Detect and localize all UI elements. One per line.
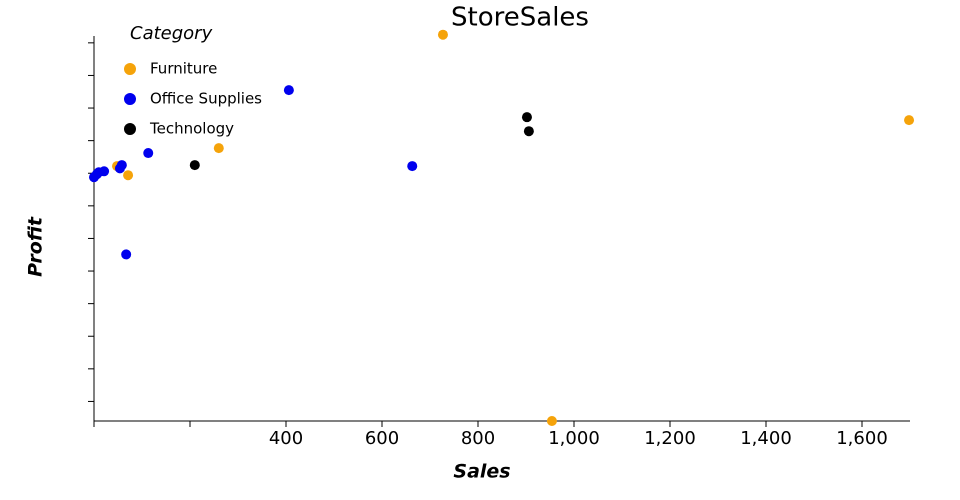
point bbox=[407, 161, 418, 172]
x-tick-label: 1,200 bbox=[644, 428, 696, 449]
x-tick-label: 400 bbox=[269, 428, 303, 449]
point bbox=[121, 249, 132, 260]
chart-title: StoreSales bbox=[451, 3, 589, 33]
point bbox=[904, 115, 915, 126]
point bbox=[189, 160, 200, 171]
x-axis-label: Sales bbox=[453, 461, 510, 483]
point bbox=[523, 126, 534, 137]
y-axis-label: Profit bbox=[25, 216, 47, 277]
point bbox=[213, 143, 224, 154]
legend-label: Furniture bbox=[150, 60, 217, 78]
legend-title: Category bbox=[130, 23, 213, 44]
legend-marker bbox=[124, 63, 136, 75]
legend-marker bbox=[124, 93, 136, 105]
x-tick-label: 600 bbox=[365, 428, 399, 449]
point bbox=[283, 85, 294, 96]
legend-marker bbox=[124, 123, 136, 135]
point bbox=[91, 169, 102, 180]
point bbox=[521, 112, 532, 123]
x-tick-label: 1,400 bbox=[740, 428, 792, 449]
legend-label: Technology bbox=[149, 120, 234, 138]
x-tick-label: 1,600 bbox=[836, 428, 888, 449]
x-tick-label: 800 bbox=[461, 428, 495, 449]
point bbox=[123, 170, 134, 181]
point bbox=[143, 148, 154, 159]
point bbox=[437, 29, 448, 40]
legend-label: Office Supplies bbox=[150, 90, 262, 108]
point bbox=[114, 163, 125, 174]
point bbox=[546, 416, 557, 426]
x-tick-label: 1,000 bbox=[548, 428, 600, 449]
